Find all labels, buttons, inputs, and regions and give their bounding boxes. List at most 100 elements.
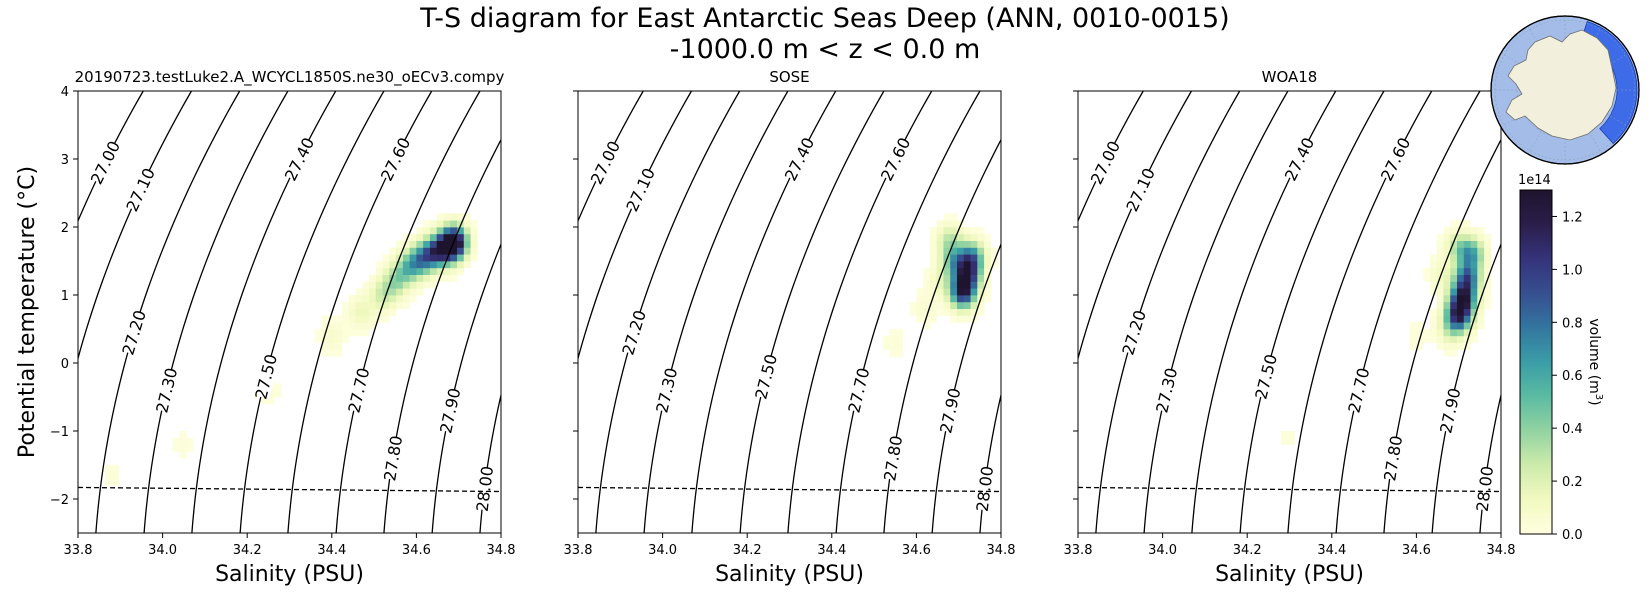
volume-cell: [423, 220, 431, 228]
volume-cell: [1457, 308, 1465, 316]
volume-cell: [957, 315, 965, 323]
volume-cell: [1443, 295, 1451, 303]
volume-cell: [936, 254, 944, 262]
volume-cell: [382, 295, 390, 303]
volume-cell: [409, 274, 417, 282]
volume-cell: [889, 349, 897, 357]
volume-cell: [429, 247, 438, 255]
volume-cell: [916, 301, 924, 309]
volume-cell: [369, 288, 377, 296]
contour-label-bg: [281, 136, 317, 182]
volume-cell: [389, 247, 397, 255]
volume-cell: [896, 329, 904, 337]
volume-cell: [375, 315, 383, 323]
volume-cell: [260, 397, 268, 405]
volume-cell: [970, 247, 978, 255]
volume-cell: [375, 267, 383, 275]
volume-cell: [463, 247, 471, 255]
contour-label-bg: [623, 166, 658, 213]
volume-cell: [1436, 247, 1444, 255]
volume-cell: [416, 281, 424, 289]
volume-cell: [929, 267, 938, 275]
volume-cell: [463, 233, 471, 241]
volume-cell: [957, 254, 965, 262]
volume-cell: [977, 254, 985, 262]
volume-cell: [963, 295, 971, 303]
volume-cell: [1477, 301, 1485, 309]
volume-cell: [990, 247, 999, 255]
contour-label-bg: [619, 309, 649, 356]
volume-cell: [1457, 288, 1465, 296]
volume-cell: [1484, 233, 1492, 241]
volume-cell: [382, 308, 390, 316]
volume-cell: [970, 281, 978, 289]
volume-cell: [963, 254, 971, 262]
volume-cell: [375, 295, 383, 303]
contour-label: 27.30: [1152, 366, 1181, 415]
panel-title: SOSE: [769, 68, 809, 86]
volume-cell: [1463, 267, 1471, 275]
volume-cell: [375, 301, 383, 309]
volume-cell: [1457, 342, 1465, 350]
volume-cell: [450, 267, 458, 275]
volume-cell: [1281, 437, 1289, 445]
volume-cell: [389, 267, 397, 275]
volume-cell: [396, 301, 404, 309]
volume-cell: [429, 233, 438, 241]
volume-cell: [936, 288, 944, 296]
volume-cell: [416, 227, 424, 235]
volume-cell: [457, 240, 465, 248]
volume-cell: [375, 288, 383, 296]
volume-cell: [321, 342, 329, 350]
volume-cell: [402, 254, 411, 262]
volume-cell: [1436, 308, 1444, 316]
volume-cell: [382, 288, 390, 296]
volume-cell: [1470, 261, 1478, 269]
contour-label-bg: [877, 136, 913, 182]
volume-cell: [1457, 247, 1465, 255]
volume-cell: [970, 274, 978, 282]
volume-cell: [409, 295, 417, 303]
volume-cell: [1443, 301, 1451, 309]
volume-cell: [1470, 322, 1478, 330]
volume-cell: [1477, 240, 1485, 248]
volume-cell: [328, 315, 336, 323]
volume-cell: [929, 227, 938, 235]
volume-cell: [436, 254, 444, 262]
volume-cell: [950, 301, 958, 309]
volume-cell: [1450, 329, 1458, 337]
volume-cell: [977, 240, 985, 248]
density-contour: [1095, 91, 1241, 533]
volume-cell: [1436, 301, 1444, 309]
volume-cell: [463, 220, 471, 228]
volume-cell: [369, 295, 377, 303]
volume-cell: [443, 240, 451, 248]
volume-cell: [1463, 227, 1471, 235]
volume-cell: [929, 295, 938, 303]
volume-cell: [362, 315, 370, 323]
volume-cell: [963, 274, 971, 282]
colorbar-tick-label: 1.2: [1562, 210, 1583, 225]
density-contour: [1143, 91, 1289, 533]
volume-cell: [423, 281, 431, 289]
volume-cell: [970, 227, 978, 235]
volume-cell: [943, 274, 951, 282]
contour-label: 27.60: [877, 134, 914, 183]
volume-cell: [409, 281, 417, 289]
volume-cell: [416, 274, 424, 282]
volume-cell: [1457, 227, 1465, 235]
volume-cell: [977, 308, 985, 316]
contour-label-bg: [751, 354, 780, 400]
contour-label: 27.60: [1377, 134, 1414, 183]
volume-cell: [963, 247, 971, 255]
volume-cell: [929, 240, 938, 248]
volume-cell: [423, 240, 431, 248]
volume-cell: [341, 315, 350, 323]
volume-cell: [328, 342, 336, 350]
volume-cell: [186, 444, 194, 452]
density-contour: [739, 91, 885, 533]
volume-cell: [1436, 261, 1444, 269]
volume-cell: [375, 261, 383, 269]
volume-cell: [923, 322, 931, 330]
volume-cell: [957, 247, 965, 255]
